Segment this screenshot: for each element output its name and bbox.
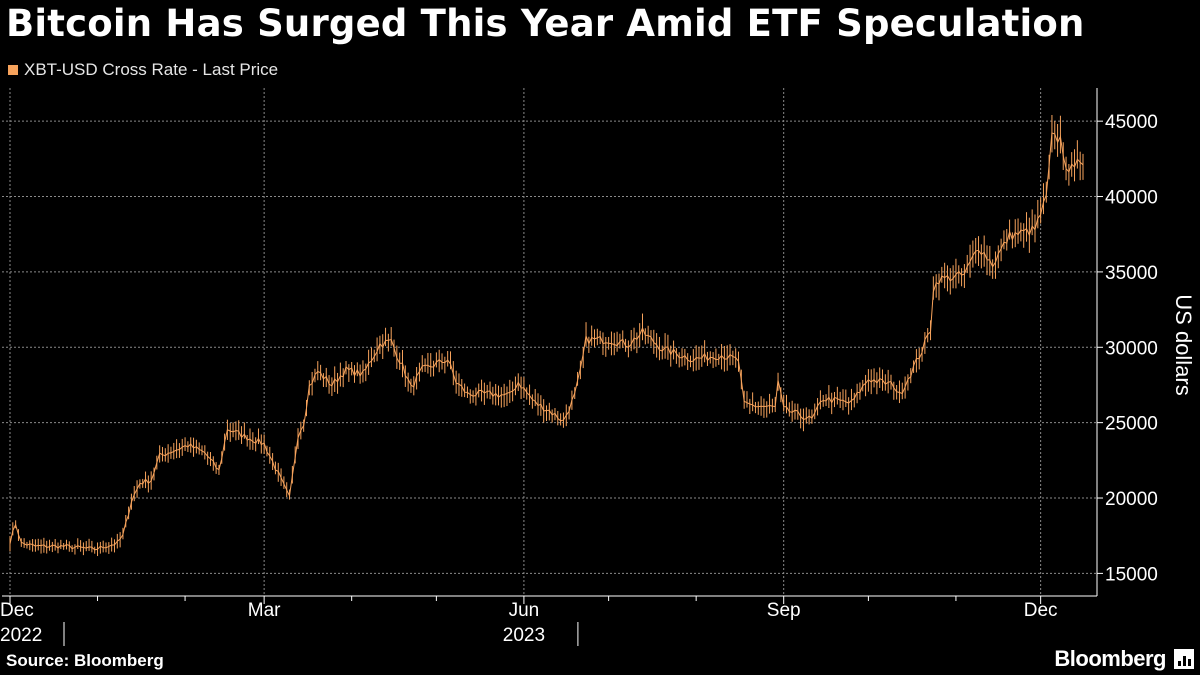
x-tick-label: Dec <box>1024 600 1058 621</box>
y-tick-label: 15000 <box>1105 564 1158 585</box>
y-tick-label: 45000 <box>1105 112 1158 133</box>
source-note: Source: Bloomberg <box>6 651 164 670</box>
chart-title: Bitcoin Has Surged This Year Amid ETF Sp… <box>6 2 1085 45</box>
x-tick-label: Jun <box>509 600 540 621</box>
y-tick-label: 40000 <box>1105 188 1158 209</box>
x-tick-label: Sep <box>767 600 801 621</box>
price-line <box>9 132 1084 551</box>
axes <box>2 88 1103 646</box>
x-year-label: 2022 <box>0 625 42 646</box>
price-series <box>9 114 1084 557</box>
y-tick-label: 30000 <box>1105 338 1158 359</box>
y-tick-label: 25000 <box>1105 414 1158 435</box>
y-tick-label: 35000 <box>1105 263 1158 284</box>
brand-logo: Bloomberg <box>1054 646 1194 672</box>
brand-name: Bloomberg <box>1054 646 1166 671</box>
x-tick-label: Dec <box>0 600 34 621</box>
legend: XBT-USD Cross Rate - Last Price <box>8 60 278 80</box>
x-tick-label: Mar <box>248 600 281 621</box>
y-axis-label: US dollars <box>1171 294 1196 395</box>
x-year-label: 2023 <box>503 625 545 646</box>
y-tick-label: 20000 <box>1105 489 1158 510</box>
grid-lines <box>2 88 1097 596</box>
bloomberg-terminal-icon <box>1174 649 1194 669</box>
legend-swatch <box>8 65 18 75</box>
tick-labels: 15000 20000 25000 30000 35000 40000 45000 Dec 20… <box>0 112 1158 646</box>
legend-label: XBT-USD Cross Rate - Last Price <box>24 60 279 79</box>
